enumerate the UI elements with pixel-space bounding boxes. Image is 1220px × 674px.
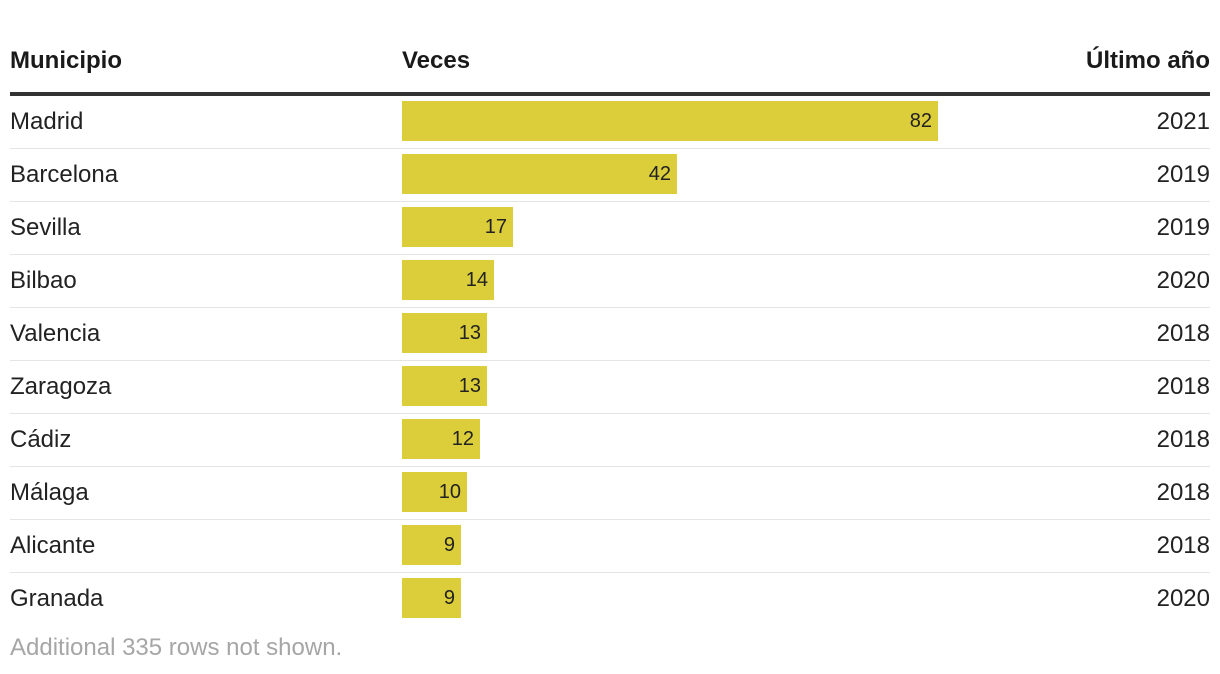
cell-municipio: Alicante bbox=[10, 532, 96, 559]
cell-ultimo-anio: 2018 bbox=[1156, 532, 1210, 559]
cell-ultimo-anio: 2021 bbox=[1156, 108, 1210, 135]
bar-value-label: 82 bbox=[909, 109, 932, 132]
bar-value-label: 14 bbox=[465, 268, 488, 291]
cell-ultimo-anio: 2018 bbox=[1156, 373, 1210, 400]
cell-ultimo-anio: 2020 bbox=[1156, 267, 1210, 294]
cell-ultimo-anio: 2018 bbox=[1156, 426, 1210, 453]
bar-veces: 82 bbox=[402, 101, 938, 141]
header-municipio: Municipio bbox=[10, 47, 122, 74]
cell-municipio: Málaga bbox=[10, 479, 89, 506]
table-row: Bilbao 14 2020 bbox=[10, 255, 1210, 308]
cell-ultimo-anio: 2018 bbox=[1156, 479, 1210, 506]
bar-veces: 9 bbox=[402, 525, 461, 565]
table-row: Sevilla 17 2019 bbox=[10, 202, 1210, 255]
table-row: Zaragoza 13 2018 bbox=[10, 361, 1210, 414]
bar-veces: 9 bbox=[402, 578, 461, 618]
bar-veces: 42 bbox=[402, 154, 677, 194]
table-row: Valencia 13 2018 bbox=[10, 308, 1210, 361]
table-row: Madrid 82 2021 bbox=[10, 96, 1210, 149]
cell-ultimo-anio: 2019 bbox=[1156, 214, 1210, 241]
bar-value-label: 13 bbox=[458, 374, 481, 397]
cell-municipio: Granada bbox=[10, 585, 104, 612]
cell-municipio: Valencia bbox=[10, 320, 101, 347]
header-veces: Veces bbox=[402, 47, 471, 74]
bar-value-label: 13 bbox=[458, 321, 481, 344]
footnote: Additional 335 rows not shown. bbox=[10, 634, 343, 661]
bar-value-label: 17 bbox=[484, 215, 507, 238]
header-ultimo-anio: Último año bbox=[1086, 47, 1210, 74]
table-row: Cádiz 12 2018 bbox=[10, 414, 1210, 467]
bar-value-label: 10 bbox=[438, 480, 461, 503]
bar-veces: 13 bbox=[402, 313, 487, 353]
table-body: Madrid 82 2021 Barcelona 42 2019 Sevilla 17 2019… bbox=[10, 96, 1210, 625]
bar-veces: 17 bbox=[402, 207, 513, 247]
cell-municipio: Barcelona bbox=[10, 161, 119, 188]
bar-veces: 14 bbox=[402, 260, 494, 300]
cell-municipio: Sevilla bbox=[10, 214, 81, 241]
bar-value-label: 42 bbox=[648, 162, 671, 185]
bar-veces: 13 bbox=[402, 366, 487, 406]
cell-municipio: Madrid bbox=[10, 108, 84, 135]
data-table: Municipio Veces Último año Madrid 82 2021 B… bbox=[10, 40, 1210, 625]
bar-value-label: 9 bbox=[443, 586, 455, 609]
cell-municipio: Zaragoza bbox=[10, 373, 112, 400]
table-row: Granada 9 2020 bbox=[10, 573, 1210, 625]
bar-value-label: 12 bbox=[451, 427, 474, 450]
cell-ultimo-anio: 2018 bbox=[1156, 320, 1210, 347]
cell-ultimo-anio: 2019 bbox=[1156, 161, 1210, 188]
bar-value-label: 9 bbox=[443, 533, 455, 556]
cell-ultimo-anio: 2020 bbox=[1156, 585, 1210, 612]
table-row: Barcelona 42 2019 bbox=[10, 149, 1210, 202]
bar-veces: 10 bbox=[402, 472, 467, 512]
bar-veces: 12 bbox=[402, 419, 480, 459]
table-header: Municipio Veces Último año bbox=[10, 40, 1210, 96]
cell-municipio: Bilbao bbox=[10, 267, 77, 294]
table-row: Málaga 10 2018 bbox=[10, 467, 1210, 520]
cell-municipio: Cádiz bbox=[10, 426, 72, 453]
table-row: Alicante 9 2018 bbox=[10, 520, 1210, 573]
